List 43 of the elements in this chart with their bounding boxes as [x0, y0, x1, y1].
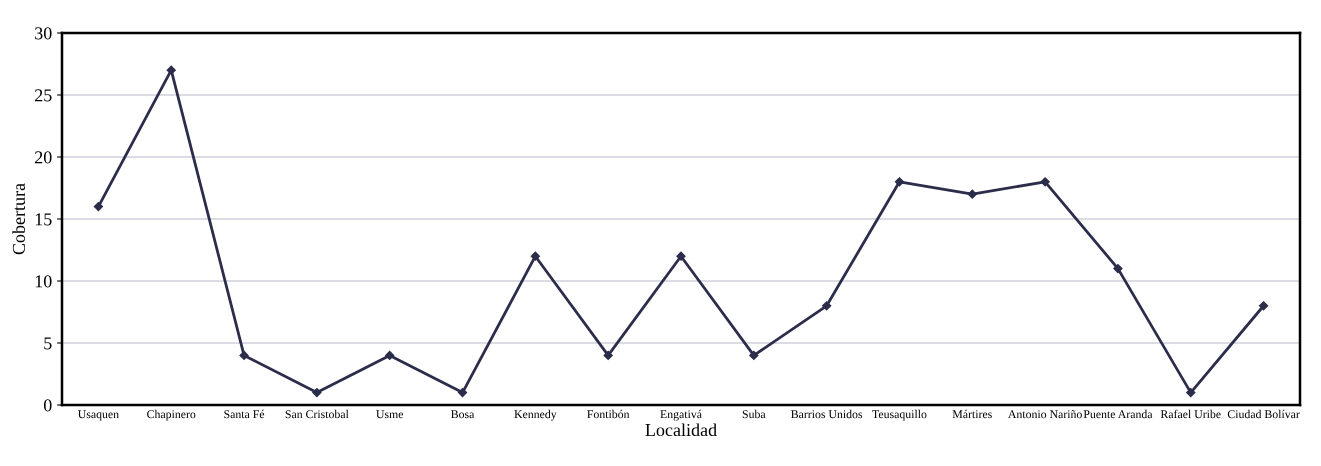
x-tick-label: Chapinero — [147, 409, 196, 421]
x-tick-label: Engativá — [660, 409, 702, 421]
point — [93, 201, 104, 212]
y-tick-label: 0 — [43, 399, 52, 412]
x-tick-label: Teusaquillo — [872, 409, 927, 421]
point — [1258, 301, 1269, 311]
point — [312, 387, 322, 398]
point — [530, 251, 540, 261]
x-tick-label: Antonio Nariño — [1008, 410, 1082, 419]
y-tick-label: 15 — [35, 213, 52, 226]
point — [967, 189, 977, 199]
x-tick-label: Usme — [376, 410, 404, 419]
point — [749, 350, 759, 361]
point — [603, 350, 613, 361]
y-tick-label: 10 — [35, 275, 52, 288]
y-tick-label: 25 — [35, 89, 52, 102]
x-tick-label: Usaquen — [78, 410, 119, 421]
point — [385, 350, 395, 361]
y-tick-label: 30 — [35, 27, 52, 40]
x-tick-label: Mártires — [952, 409, 992, 419]
point — [1040, 177, 1050, 187]
y-axis-title: Cobertura — [12, 183, 25, 255]
point — [166, 65, 176, 75]
x-tick-label: Fontibón — [587, 409, 630, 419]
x-tick-label: Puente Aranda — [1083, 409, 1153, 419]
point — [676, 251, 686, 261]
point — [822, 301, 832, 311]
point — [457, 387, 468, 398]
x-tick-label: Suba — [742, 409, 766, 419]
x-tick-label: Bosa — [451, 410, 475, 419]
x-tick-label: Barrios Unidos — [791, 409, 863, 419]
x-tick-label: San Cristobal — [285, 409, 349, 419]
y-tick-label: 20 — [35, 151, 52, 164]
x-tick-label: Kennedy — [514, 409, 557, 421]
point — [1186, 387, 1196, 398]
x-tick-label: Rafael Uribe — [1160, 409, 1221, 419]
point — [1113, 263, 1123, 274]
y-tick-label: 5 — [44, 337, 52, 350]
point — [894, 177, 905, 187]
x-axis-title: Localidad — [645, 423, 717, 437]
x-tick-label: Ciudad Bolívar — [1227, 409, 1300, 419]
point — [239, 350, 249, 361]
x-tick-label: Santa Fé — [224, 409, 265, 419]
